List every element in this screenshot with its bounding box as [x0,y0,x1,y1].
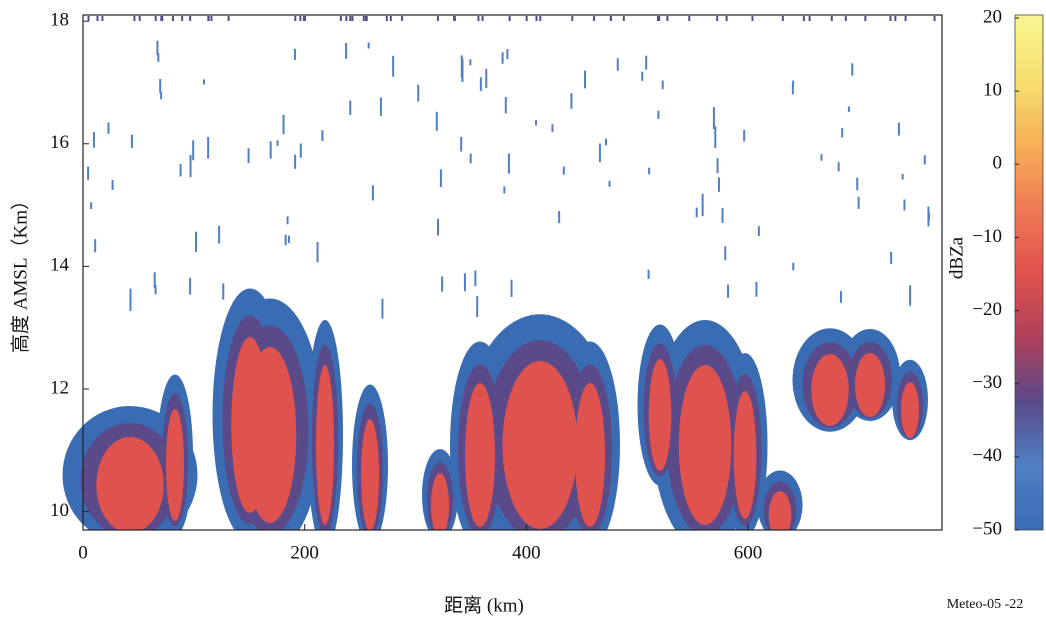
echo-core [575,383,605,527]
x-tick-label: 600 [734,542,763,563]
colorbar-tick-label: 0 [993,153,1003,174]
y-tick-label: 16 [50,132,69,153]
radar-echo [62,16,953,570]
colorbar-label: dBZa [946,236,967,279]
echo-core [901,382,919,438]
colorbar-tick-label: −30 [972,372,1002,393]
y-tick-label: 14 [50,255,70,276]
echo-core [96,437,164,533]
y-tick-label: 18 [50,9,69,30]
echo-core [166,409,184,521]
colorbar-tick-label: −40 [972,445,1002,466]
x-tick-label: 200 [290,542,319,563]
colorbar [1014,14,1044,531]
colorbar-tick-label: −10 [972,226,1002,247]
plot-frame [82,14,943,531]
x-tick-label: 400 [512,542,541,563]
echo-core [768,491,792,539]
echo-core [431,473,449,537]
echo-core [316,365,334,525]
x-axis-label: 距离 (km) [444,594,524,616]
y-tick-label: 10 [50,500,69,521]
x-tick-label: 0 [78,542,88,563]
echo-clip [83,530,953,570]
echo-core [855,353,885,417]
colorbar-tick-label: −50 [972,518,1002,539]
echo-core [678,365,732,525]
echo-core [465,383,495,527]
echo-core [361,419,379,531]
echo-core [733,391,757,519]
y-tick-label: 12 [50,377,69,398]
colorbar-tick-label: −20 [972,299,1002,320]
echo-core [243,347,297,523]
echo-core [648,359,672,471]
colorbar-tick-label: 10 [983,80,1002,101]
y-axis-label: 高度 AMSL（Km） [9,191,31,353]
echo-core [502,361,578,529]
colorbar-tick-label: 20 [983,6,1002,27]
echo-core [811,354,849,426]
annotation: Meteo-05 -22 [947,597,1024,612]
